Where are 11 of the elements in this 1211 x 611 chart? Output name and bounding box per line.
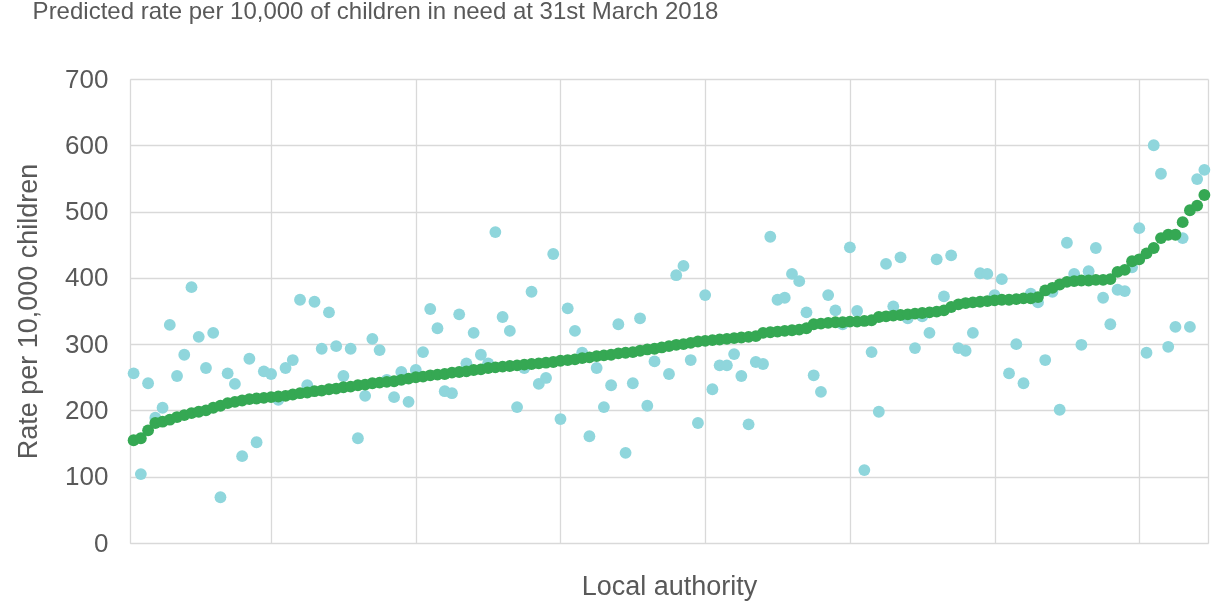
chart-title: Predicted rate per 10,000 of children in need at 31st March 2018 — [32, 0, 719, 24]
y-axis-title: Rate per 10,000 children — [13, 163, 44, 460]
y-tick-label: 100 — [65, 461, 109, 492]
y-tick-label: 0 — [94, 527, 109, 558]
y-tick-label: 300 — [65, 328, 109, 359]
y-tick-label: 400 — [65, 262, 109, 293]
y-tick-label: 500 — [65, 196, 109, 227]
y-tick-label: 600 — [65, 129, 109, 160]
y-tick-label: 200 — [65, 394, 109, 425]
x-axis-title: Local authority — [581, 570, 758, 601]
y-tick-label: 700 — [65, 63, 109, 94]
